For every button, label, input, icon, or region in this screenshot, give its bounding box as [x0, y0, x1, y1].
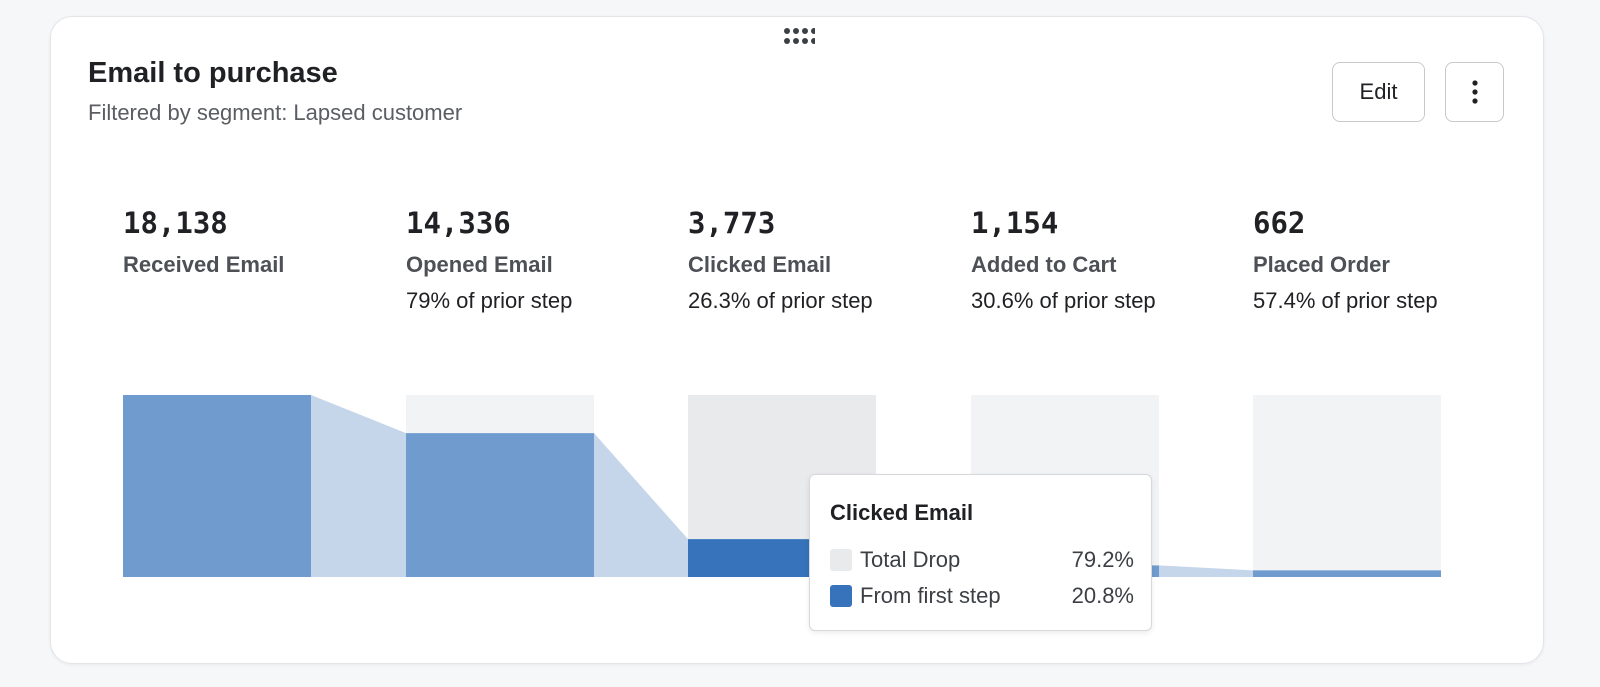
funnel-bar — [123, 395, 311, 577]
step-value: 18,138 — [123, 206, 228, 240]
step-value: 3,773 — [688, 206, 776, 240]
funnel-connector — [311, 395, 406, 577]
tooltip-row: From first step 20.8% — [830, 583, 1134, 609]
edit-button[interactable]: Edit — [1332, 62, 1425, 122]
funnel-step: 662 Placed Order 57.4% of prior step — [1253, 205, 1443, 319]
funnel-step: 14,336 Opened Email 79% of prior step — [406, 205, 646, 319]
legend-swatch-total-drop — [830, 549, 852, 571]
step-rate: 26.3% of prior step — [688, 288, 873, 313]
drag-handle-icon[interactable] — [783, 27, 815, 47]
more-options-button[interactable] — [1445, 62, 1504, 122]
tooltip-label: Total Drop — [860, 547, 961, 572]
legend-swatch-from-first-step — [830, 585, 852, 607]
step-rate: 30.6% of prior step — [971, 288, 1156, 313]
chart-tooltip: Clicked Email Total Drop 79.2% From firs… — [809, 474, 1152, 631]
step-rate: 79% of prior step — [406, 288, 573, 313]
step-value: 662 — [1253, 206, 1306, 240]
funnel-connector — [594, 433, 688, 577]
funnel-connector — [1159, 565, 1253, 577]
step-name: Clicked Email — [688, 252, 832, 277]
funnel-step: 1,154 Added to Cart 30.6% of prior step — [971, 205, 1161, 319]
tooltip-label: From first step — [860, 583, 1001, 608]
step-name: Placed Order — [1253, 252, 1390, 277]
step-value: 14,336 — [406, 206, 511, 240]
tooltip-row: Total Drop 79.2% — [830, 547, 1134, 573]
funnel-bar — [406, 433, 594, 577]
funnel-chart — [123, 395, 1441, 577]
step-name: Received Email — [123, 252, 285, 277]
step-name: Opened Email — [406, 252, 553, 277]
step-name: Added to Cart — [971, 252, 1117, 277]
card-subtitle: Filtered by segment: Lapsed customer — [88, 100, 463, 125]
step-rate: 57.4% of prior step — [1253, 288, 1438, 313]
funnel-step: 3,773 Clicked Email 26.3% of prior step — [688, 205, 878, 319]
step-value: 1,154 — [971, 206, 1059, 240]
tooltip-value: 20.8% — [1071, 583, 1134, 608]
more-vertical-icon — [1471, 80, 1478, 104]
tooltip-value: 79.2% — [1071, 547, 1134, 572]
funnel-step: 18,138 Received Email — [123, 205, 363, 283]
funnel-card: Email to purchase Filtered by segment: L… — [50, 16, 1544, 664]
funnel-track — [1253, 395, 1441, 577]
tooltip-title: Clicked Email — [830, 500, 974, 525]
card-title: Email to purchase — [88, 57, 338, 89]
funnel-bar — [1253, 570, 1441, 577]
